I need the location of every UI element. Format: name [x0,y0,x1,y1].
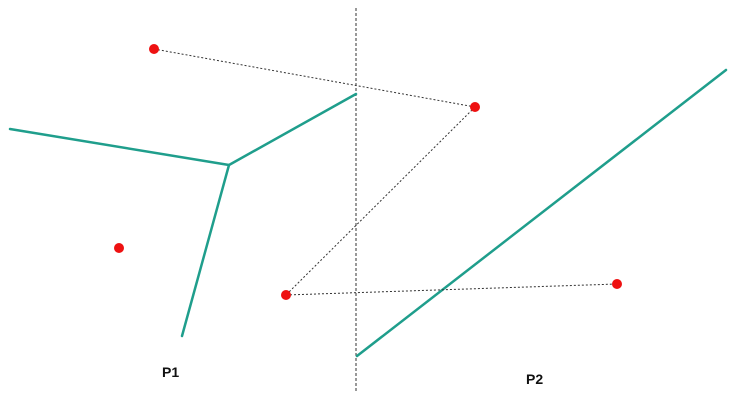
site-point [281,290,291,300]
left-voronoi-edges [8,92,358,338]
site-point [149,44,159,54]
left-edge-northeast [227,92,358,167]
left-edge-west [8,127,231,167]
right-edge-diagonal [355,68,728,358]
chain-link-middle [285,106,476,296]
chain-link-bottom [285,283,618,296]
region-label-p1: P1 [162,364,179,380]
region-label-p2: P2 [526,371,543,387]
merge-chain [153,48,618,296]
site-point [114,243,124,253]
site-point [612,279,622,289]
sites [114,44,622,300]
chain-link-top [153,48,476,108]
site-point [470,102,480,112]
left-edge-south [180,163,231,338]
